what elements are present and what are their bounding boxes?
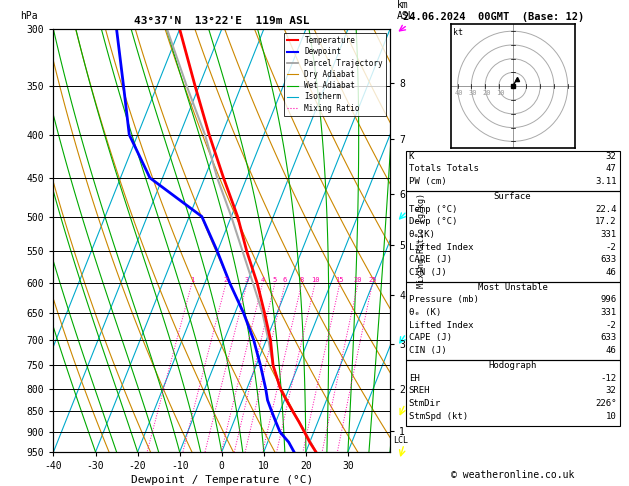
Text: 17.2: 17.2 xyxy=(595,217,616,226)
Text: 20: 20 xyxy=(482,90,491,96)
Text: 32: 32 xyxy=(606,152,616,161)
Text: 331: 331 xyxy=(600,308,616,317)
Text: Hodograph: Hodograph xyxy=(489,361,537,370)
Text: 47: 47 xyxy=(606,164,616,174)
Text: 25: 25 xyxy=(368,278,377,283)
Text: Dewp (°C): Dewp (°C) xyxy=(409,217,457,226)
Text: 30: 30 xyxy=(469,90,477,96)
Text: Lifted Index: Lifted Index xyxy=(409,321,474,330)
Text: 996: 996 xyxy=(600,295,616,305)
Text: 3: 3 xyxy=(245,278,249,283)
Text: 4: 4 xyxy=(260,278,265,283)
Text: -12: -12 xyxy=(600,374,616,383)
Text: 40: 40 xyxy=(455,90,463,96)
Text: © weatheronline.co.uk: © weatheronline.co.uk xyxy=(451,470,574,480)
Text: Surface: Surface xyxy=(494,192,532,201)
Text: Temp (°C): Temp (°C) xyxy=(409,205,457,214)
Text: 15: 15 xyxy=(335,278,344,283)
Text: θₑ(K): θₑ(K) xyxy=(409,230,436,239)
Text: 6: 6 xyxy=(283,278,287,283)
Text: 5: 5 xyxy=(273,278,277,283)
Text: K: K xyxy=(409,152,415,161)
Text: PW (cm): PW (cm) xyxy=(409,177,447,186)
Text: Most Unstable: Most Unstable xyxy=(477,283,548,292)
Text: CAPE (J): CAPE (J) xyxy=(409,333,452,343)
Text: 46: 46 xyxy=(606,346,616,355)
Text: Totals Totals: Totals Totals xyxy=(409,164,479,174)
Text: 10: 10 xyxy=(496,90,504,96)
Text: km
ASL: km ASL xyxy=(397,0,415,21)
Text: 24.06.2024  00GMT  (Base: 12): 24.06.2024 00GMT (Base: 12) xyxy=(403,12,584,22)
Text: CAPE (J): CAPE (J) xyxy=(409,255,452,264)
X-axis label: Dewpoint / Temperature (°C): Dewpoint / Temperature (°C) xyxy=(131,475,313,485)
Text: θₑ (K): θₑ (K) xyxy=(409,308,441,317)
Text: 10: 10 xyxy=(311,278,320,283)
Text: -2: -2 xyxy=(606,321,616,330)
Text: 3.11: 3.11 xyxy=(595,177,616,186)
Text: 331: 331 xyxy=(600,230,616,239)
Text: kt: kt xyxy=(454,29,464,37)
Text: StmDir: StmDir xyxy=(409,399,441,408)
Text: Mixing Ratio (g/kg): Mixing Ratio (g/kg) xyxy=(417,193,426,288)
Legend: Temperature, Dewpoint, Parcel Trajectory, Dry Adiabat, Wet Adiabat, Isotherm, Mi: Temperature, Dewpoint, Parcel Trajectory… xyxy=(284,33,386,116)
Text: hPa: hPa xyxy=(20,11,38,21)
Text: Lifted Index: Lifted Index xyxy=(409,243,474,252)
Text: StmSpd (kt): StmSpd (kt) xyxy=(409,412,468,421)
Text: 22.4: 22.4 xyxy=(595,205,616,214)
Text: 633: 633 xyxy=(600,255,616,264)
Text: CIN (J): CIN (J) xyxy=(409,346,447,355)
Text: -2: -2 xyxy=(606,243,616,252)
Text: 8: 8 xyxy=(299,278,304,283)
Text: LCL: LCL xyxy=(393,436,408,445)
Text: 2: 2 xyxy=(224,278,228,283)
Text: CIN (J): CIN (J) xyxy=(409,268,447,277)
Text: 633: 633 xyxy=(600,333,616,343)
Text: 32: 32 xyxy=(606,386,616,396)
Text: SREH: SREH xyxy=(409,386,430,396)
Text: Pressure (mb): Pressure (mb) xyxy=(409,295,479,305)
Text: 1: 1 xyxy=(190,278,194,283)
Text: EH: EH xyxy=(409,374,420,383)
Title: 43°37'N  13°22'E  119m ASL: 43°37'N 13°22'E 119m ASL xyxy=(134,16,309,26)
Text: 226°: 226° xyxy=(595,399,616,408)
Text: 10: 10 xyxy=(606,412,616,421)
Text: 20: 20 xyxy=(353,278,362,283)
Text: 46: 46 xyxy=(606,268,616,277)
